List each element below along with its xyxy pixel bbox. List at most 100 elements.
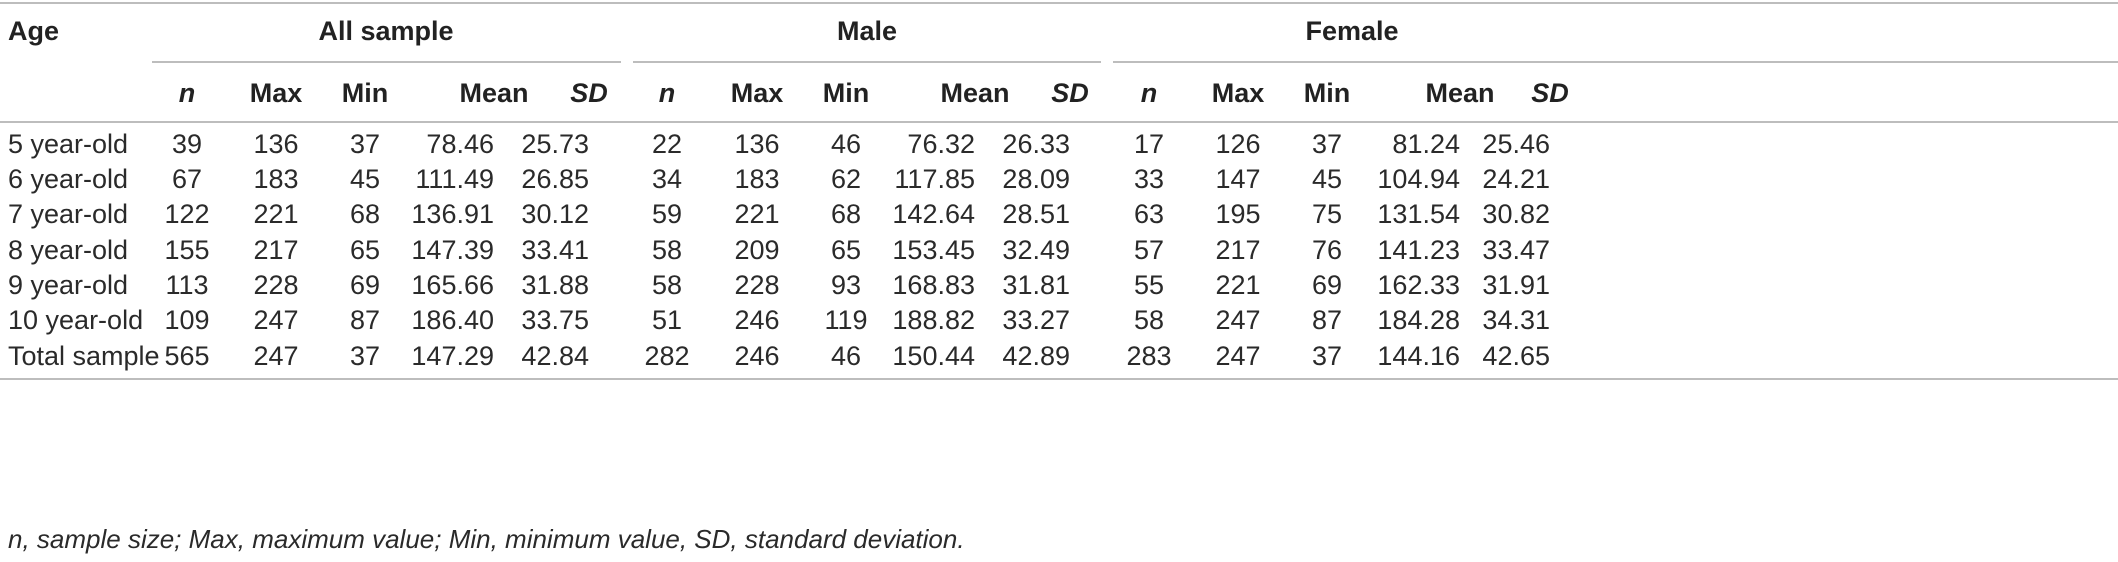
cell-male-min: 65	[830, 235, 862, 265]
cell-male-max: 209	[734, 235, 780, 265]
cell-all-sample-n: 67	[171, 164, 203, 194]
cell-female-min: 76	[1311, 235, 1343, 265]
subheader-male-mean: Mean	[940, 78, 1010, 108]
cell-male-mean: 168.83	[892, 270, 975, 300]
cell-female-max: 195	[1215, 199, 1261, 229]
cell-all-sample-sd: 31.88	[521, 270, 589, 300]
cell-female-mean: 184.28	[1377, 305, 1460, 335]
cell-all-sample-sd: 33.41	[521, 235, 589, 265]
cell-male-sd: 26.33	[1002, 129, 1070, 159]
cell-all-sample-n: 155	[164, 235, 210, 265]
cell-all-sample-min: 65	[349, 235, 381, 265]
header-bottom-rule	[0, 121, 2118, 123]
cell-female-n: 283	[1126, 341, 1172, 371]
cell-female-mean: 104.94	[1377, 164, 1460, 194]
cell-male-min: 68	[830, 199, 862, 229]
cell-female-mean: 144.16	[1377, 341, 1460, 371]
cell-male-n: 59	[651, 199, 683, 229]
cell-male-sd: 42.89	[1002, 341, 1070, 371]
cell-male-sd: 31.81	[1002, 270, 1070, 300]
cell-female-n: 63	[1133, 199, 1165, 229]
cell-female-n: 17	[1133, 129, 1165, 159]
cell-all-sample-sd: 25.73	[521, 129, 589, 159]
cell-all-sample-max: 228	[253, 270, 299, 300]
subheader-female-max: Max	[1211, 78, 1265, 108]
cell-male-max: 246	[734, 341, 780, 371]
cell-male-n: 58	[651, 235, 683, 265]
cell-all-sample-n: 39	[171, 129, 203, 159]
cell-all-sample-n: 109	[164, 305, 210, 335]
group-rule-male	[633, 61, 1101, 63]
age-header: Age	[8, 16, 60, 46]
row-age-label: 9 year-old	[8, 270, 129, 300]
cell-male-max: 228	[734, 270, 780, 300]
cell-all-sample-n: 565	[164, 341, 210, 371]
cell-male-min: 46	[830, 129, 862, 159]
cell-female-sd: 30.82	[1482, 199, 1550, 229]
cell-all-sample-n: 113	[165, 270, 209, 300]
cell-all-sample-mean: 186.40	[411, 305, 494, 335]
cell-female-min: 37	[1311, 341, 1343, 371]
cell-all-sample-mean: 78.46	[426, 129, 494, 159]
subheader-female-mean: Mean	[1425, 78, 1495, 108]
cell-male-max: 246	[734, 305, 780, 335]
subheader-female-min: Min	[1303, 78, 1351, 108]
table-bottom-rule	[0, 378, 2118, 380]
cell-male-min: 119	[824, 305, 868, 335]
cell-female-mean: 131.54	[1377, 199, 1460, 229]
group-rule-female	[1113, 61, 2118, 63]
cell-female-min: 87	[1311, 305, 1343, 335]
group-header-male: Male	[836, 16, 898, 46]
cell-female-mean: 162.33	[1377, 270, 1460, 300]
cell-male-mean: 76.32	[907, 129, 975, 159]
cell-male-n: 282	[644, 341, 690, 371]
cell-male-sd: 28.51	[1002, 199, 1070, 229]
cell-male-min: 93	[830, 270, 862, 300]
group-rule-all-sample	[152, 61, 621, 63]
cell-female-sd: 34.31	[1482, 305, 1550, 335]
cell-female-n: 58	[1133, 305, 1165, 335]
cell-male-mean: 117.85	[894, 164, 975, 194]
cell-all-sample-n: 122	[164, 199, 210, 229]
cell-male-mean: 150.44	[892, 341, 975, 371]
cell-female-max: 247	[1215, 341, 1261, 371]
cell-male-min: 46	[830, 341, 862, 371]
cell-female-max: 147	[1215, 164, 1261, 194]
subheader-male-min: Min	[822, 78, 870, 108]
cell-all-sample-max: 247	[253, 305, 299, 335]
row-age-label: 7 year-old	[8, 199, 129, 229]
row-age-label: 6 year-old	[8, 164, 129, 194]
row-age-label: 8 year-old	[8, 235, 129, 265]
cell-all-sample-min: 68	[349, 199, 381, 229]
cell-all-sample-mean: 165.66	[411, 270, 494, 300]
cell-female-n: 55	[1133, 270, 1165, 300]
cell-female-sd: 42.65	[1482, 341, 1550, 371]
cell-female-n: 57	[1133, 235, 1165, 265]
cell-male-sd: 32.49	[1002, 235, 1070, 265]
cell-female-mean: 81.24	[1392, 129, 1460, 159]
cell-female-n: 33	[1133, 164, 1165, 194]
cell-male-n: 58	[651, 270, 683, 300]
cell-female-max: 221	[1215, 270, 1261, 300]
cell-male-mean: 188.82	[892, 305, 975, 335]
cell-male-n: 22	[651, 129, 683, 159]
cell-all-sample-mean: 147.39	[411, 235, 494, 265]
cell-all-sample-mean: 147.29	[411, 341, 494, 371]
cell-female-max: 217	[1215, 235, 1261, 265]
cell-female-max: 126	[1215, 129, 1261, 159]
cell-male-max: 221	[734, 199, 780, 229]
cell-all-sample-min: 37	[349, 341, 381, 371]
row-age-label: 5 year-old	[8, 129, 129, 159]
cell-male-max: 136	[734, 129, 780, 159]
subheader-female-n: n	[1140, 78, 1158, 108]
cell-male-min: 62	[830, 164, 862, 194]
subheader-female-sd: SD	[1531, 78, 1569, 108]
cell-all-sample-mean: 111.49	[415, 164, 494, 194]
cell-female-max: 247	[1215, 305, 1261, 335]
cell-all-sample-min: 69	[349, 270, 381, 300]
cell-all-sample-max: 221	[253, 199, 299, 229]
cell-male-n: 34	[651, 164, 683, 194]
cell-all-sample-sd: 30.12	[521, 199, 589, 229]
subheader-all-sample-min: Min	[341, 78, 389, 108]
